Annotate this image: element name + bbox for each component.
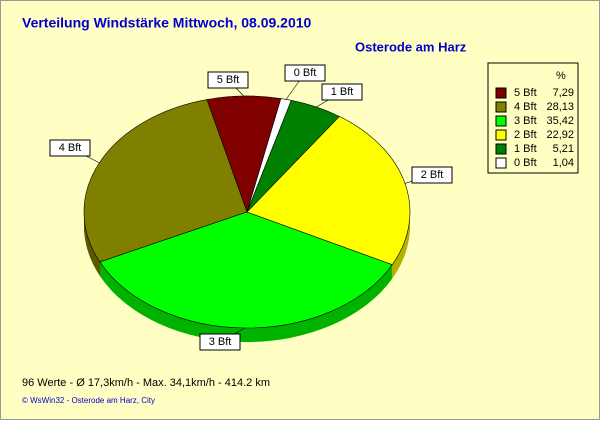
legend-value: 1,04 (553, 157, 574, 169)
chart-subtitle: Osterode am Harz (355, 39, 467, 54)
pie-slice (99, 211, 393, 329)
legend-label: 1 Bft (514, 143, 537, 155)
legend-swatch (495, 115, 507, 127)
legend-value: 35,42 (546, 115, 574, 127)
label-box (284, 64, 326, 82)
pie-slice (246, 116, 411, 266)
chart-title: Verteilung Windstärke Mittwoch, 08.09.20… (22, 15, 312, 31)
legend-value: 22,92 (546, 129, 574, 141)
legend-swatch (495, 87, 507, 99)
slice-label: 4 Bft (59, 142, 82, 154)
legend-value: 7,29 (553, 87, 574, 99)
label-box (49, 139, 91, 157)
legend-swatch (495, 129, 507, 141)
legend-value: 28,13 (546, 101, 574, 113)
slice-label: 5 Bft (217, 74, 240, 86)
pie-slice (246, 98, 292, 213)
footer: 96 Werte - Ø 17,3km/h - Max. 34,1km/h - … (22, 377, 270, 389)
legend-label: 2 Bft (514, 129, 537, 141)
label-box (411, 166, 453, 184)
label-box (199, 333, 241, 351)
legend-swatch (495, 101, 507, 113)
legend-swatch (495, 143, 507, 155)
slice-label: 3 Bft (209, 336, 232, 348)
legend-label: 4 Bft (514, 101, 537, 113)
slice-label: 2 Bft (421, 169, 444, 181)
slice-label: 0 Bft (294, 67, 317, 79)
label-box (207, 71, 249, 89)
legend-label: 5 Bft (514, 87, 537, 99)
copyright: © WsWin32 - Osterode am Harz, City (22, 396, 155, 405)
legend-value: 5,21 (553, 143, 574, 155)
legend-label: 3 Bft (514, 115, 537, 127)
legend-label: 0 Bft (514, 157, 537, 169)
label-box (321, 83, 363, 101)
legend-title: % (556, 70, 566, 82)
legend-swatch (495, 157, 507, 169)
slice-label: 1 Bft (331, 86, 354, 98)
